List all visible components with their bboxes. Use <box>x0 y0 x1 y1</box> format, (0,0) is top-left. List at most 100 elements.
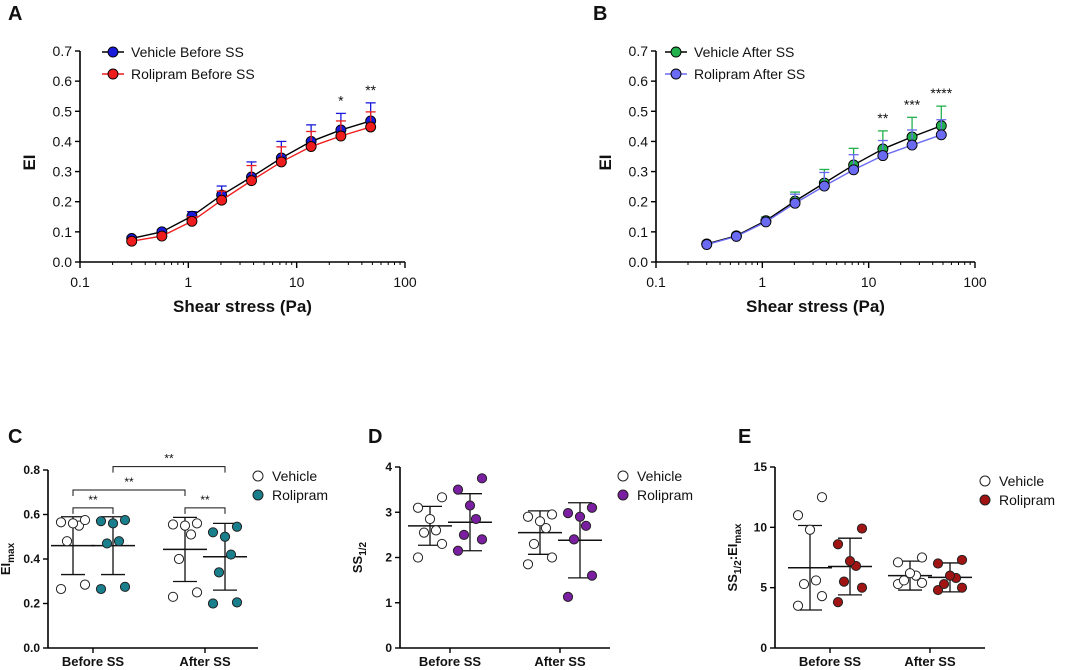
legend-label: Vehicle Before SS <box>131 44 244 60</box>
data-point <box>546 552 558 563</box>
data-point <box>119 581 131 592</box>
significance-label: ** <box>124 475 134 489</box>
significance-label: ** <box>365 82 376 98</box>
data-point <box>101 538 113 549</box>
data-point <box>568 534 580 545</box>
data-point <box>207 598 219 609</box>
data-point <box>906 139 918 151</box>
data-point <box>534 516 546 527</box>
y-axis-title-sub: 1/2 <box>733 560 744 574</box>
data-point <box>424 513 436 525</box>
data-point <box>580 520 592 531</box>
significance-bracket <box>184 507 226 514</box>
data-point <box>701 239 713 250</box>
data-point <box>798 578 810 590</box>
data-point <box>892 557 904 568</box>
data-point <box>898 575 910 586</box>
data-point <box>219 531 231 542</box>
y-tick-label: 0.0 <box>23 641 40 655</box>
data-point <box>95 583 107 595</box>
legend-label: Vehicle <box>637 468 682 484</box>
legend-marker <box>670 46 682 58</box>
x-tick-label: 1 <box>758 274 766 290</box>
data-point <box>452 484 464 495</box>
data-point <box>956 582 968 593</box>
y-tick-label: 10 <box>754 520 768 534</box>
data-point <box>546 509 558 520</box>
data-point <box>562 508 574 519</box>
data-point <box>119 514 131 526</box>
panel-c: C 0.0 0.2 0.4 0.6 0.8 Before SS After SS EImax **… <box>0 426 328 669</box>
data-point <box>476 473 488 484</box>
legend-label: Vehicle <box>999 473 1044 489</box>
x-tick-label: 10 <box>289 274 305 290</box>
legend-marker <box>979 475 991 487</box>
y-tick-label: 2 <box>385 551 392 565</box>
data-point <box>904 568 916 579</box>
data-point <box>810 575 822 586</box>
data-point <box>436 538 448 550</box>
data-point <box>916 552 928 563</box>
panel-b: B 0.0 0.1 0.2 0.3 0.4 0.5 0.6 0.7 0.1 1 10 100 Shear … <box>593 3 987 316</box>
data-point <box>856 582 868 593</box>
data-point <box>856 523 868 534</box>
legend-marker <box>617 470 629 482</box>
significance-label: ** <box>88 493 98 507</box>
data-point <box>792 600 804 611</box>
y-tick-label: 0.5 <box>629 103 649 119</box>
panel-label: D <box>368 426 382 448</box>
x-axis-title: Shear stress (Pa) <box>746 297 885 316</box>
data-point <box>55 583 67 595</box>
category-label: Before SS <box>799 654 861 669</box>
legend-marker <box>252 489 264 501</box>
y-tick-label: 0 <box>760 641 767 655</box>
y-tick-label: 3 <box>385 505 392 519</box>
y-tick-label: 0.0 <box>53 254 73 270</box>
y-tick-label: 0.4 <box>23 552 40 566</box>
panel-e: E 0 5 10 15 Before SS After SS SS1/2:EImax Vehic… <box>725 426 1055 669</box>
significance-bracket <box>112 466 226 473</box>
data-point <box>816 591 828 602</box>
data-point <box>458 529 470 540</box>
data-point <box>470 513 482 525</box>
legend-label: Rolipram Before SS <box>131 66 255 82</box>
significance-label: *** <box>904 96 921 112</box>
x-axis-title: Shear stress (Pa) <box>173 297 312 316</box>
data-point <box>789 197 801 209</box>
y-tick-label: 1 <box>385 596 392 610</box>
data-point <box>522 511 534 522</box>
data-point <box>452 545 464 556</box>
data-point <box>932 584 944 596</box>
y-axis-title-sub2: max <box>733 523 744 543</box>
data-point <box>231 521 243 532</box>
y-tick-label: 4 <box>385 460 392 474</box>
data-point <box>832 539 844 550</box>
data-point <box>95 516 107 527</box>
legend-marker <box>617 489 629 501</box>
data-point <box>167 519 179 530</box>
data-point <box>528 538 540 550</box>
legend-marker <box>107 46 119 58</box>
data-point <box>216 194 228 206</box>
data-point <box>207 527 219 538</box>
significance-label: * <box>338 92 344 108</box>
data-point <box>586 502 598 513</box>
data-point <box>804 524 816 535</box>
y-tick-label: 0.1 <box>53 224 73 240</box>
data-point <box>430 525 442 536</box>
y-tick-label: 0.4 <box>53 133 73 149</box>
significance-label: ** <box>877 110 888 126</box>
data-point <box>916 577 928 588</box>
data-point <box>231 597 243 608</box>
x-tick-label: 0.1 <box>70 274 90 290</box>
data-point <box>186 215 198 227</box>
legend-label: Rolipram <box>637 487 693 503</box>
data-point <box>938 578 950 590</box>
panel-d: D 0 1 2 3 4 Before SS After SS SS1/2 Vehicle Rolip… <box>350 426 693 669</box>
y-tick-label: 0.7 <box>53 43 73 59</box>
y-tick-label: 0.7 <box>629 43 649 59</box>
category-label: Before SS <box>419 654 481 669</box>
data-point <box>838 576 850 587</box>
legend-marker <box>979 494 991 506</box>
